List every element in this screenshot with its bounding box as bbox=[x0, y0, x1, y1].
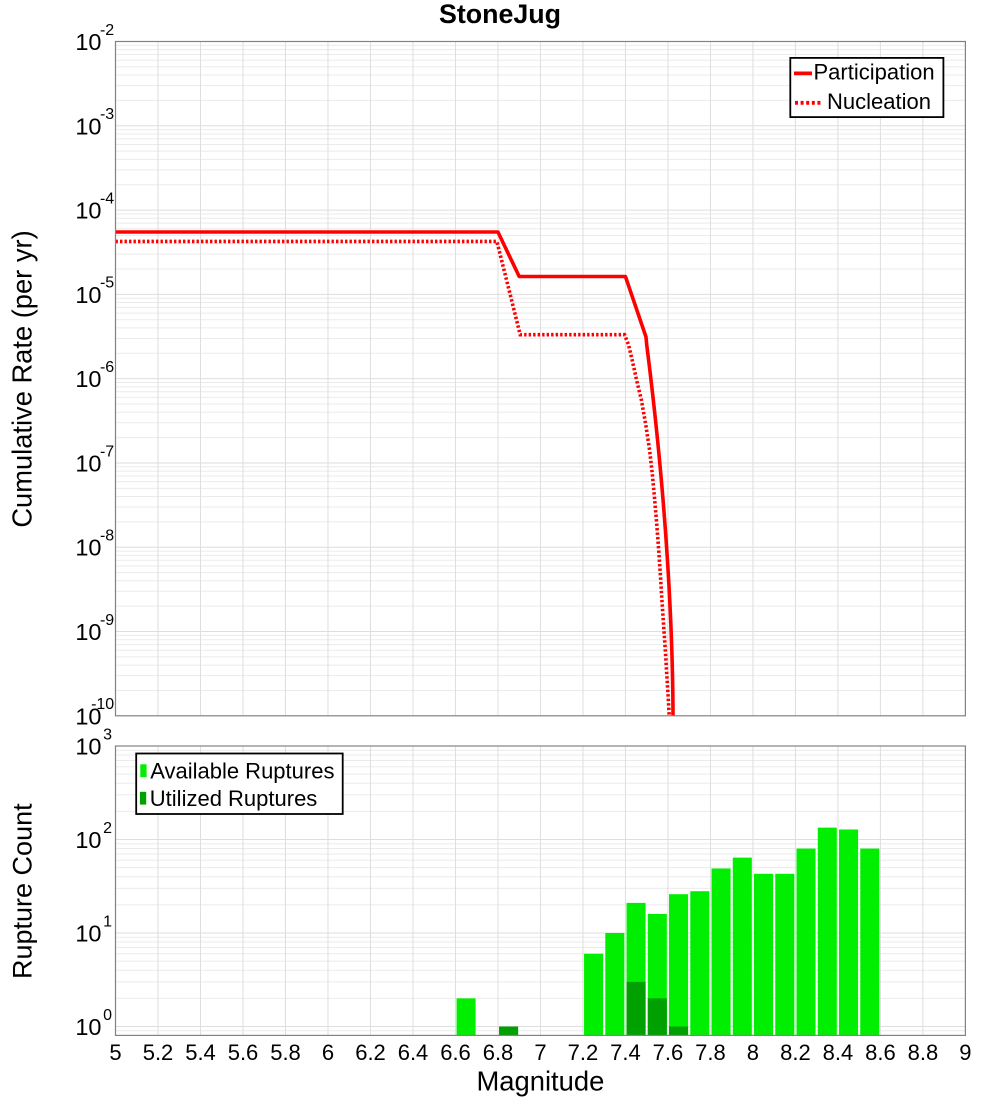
svg-text:0: 0 bbox=[103, 1007, 112, 1024]
svg-text:8: 8 bbox=[747, 1040, 759, 1065]
svg-text:-8: -8 bbox=[100, 528, 114, 545]
svg-text:9: 9 bbox=[959, 1040, 971, 1065]
svg-text:10: 10 bbox=[75, 734, 101, 760]
svg-text:-6: -6 bbox=[100, 359, 114, 376]
svg-text:5: 5 bbox=[109, 1040, 121, 1065]
svg-text:6.4: 6.4 bbox=[398, 1040, 429, 1065]
svg-text:-3: -3 bbox=[100, 106, 114, 123]
svg-text:5.8: 5.8 bbox=[270, 1040, 301, 1065]
svg-text:6.8: 6.8 bbox=[483, 1040, 514, 1065]
svg-text:StoneJug: StoneJug bbox=[439, 0, 561, 29]
svg-text:-7: -7 bbox=[100, 443, 114, 460]
svg-text:7: 7 bbox=[534, 1040, 546, 1065]
svg-text:3: 3 bbox=[103, 726, 112, 743]
svg-text:8.2: 8.2 bbox=[780, 1040, 811, 1065]
svg-text:-5: -5 bbox=[100, 275, 114, 292]
svg-text:10: 10 bbox=[75, 113, 101, 139]
svg-text:5.2: 5.2 bbox=[143, 1040, 174, 1065]
svg-text:2: 2 bbox=[103, 820, 112, 837]
svg-text:10: 10 bbox=[75, 29, 101, 55]
svg-text:7.8: 7.8 bbox=[695, 1040, 726, 1065]
svg-text:Rupture Count: Rupture Count bbox=[8, 803, 38, 979]
svg-text:6.2: 6.2 bbox=[355, 1040, 386, 1065]
svg-text:-9: -9 bbox=[100, 612, 114, 629]
svg-text:-4: -4 bbox=[100, 190, 114, 207]
svg-text:10: 10 bbox=[75, 535, 101, 561]
svg-text:Participation: Participation bbox=[814, 60, 935, 85]
svg-text:6.6: 6.6 bbox=[440, 1040, 471, 1065]
svg-text:Available Ruptures: Available Ruptures bbox=[150, 758, 334, 783]
svg-text:8.4: 8.4 bbox=[823, 1040, 854, 1065]
svg-text:10: 10 bbox=[75, 619, 101, 645]
svg-text:10: 10 bbox=[75, 1014, 101, 1040]
svg-text:10: 10 bbox=[75, 198, 101, 224]
svg-text:10: 10 bbox=[75, 921, 101, 947]
svg-text:7.4: 7.4 bbox=[610, 1040, 641, 1065]
svg-text:8.8: 8.8 bbox=[908, 1040, 939, 1065]
svg-text:Nucleation: Nucleation bbox=[827, 89, 931, 114]
svg-text:7.6: 7.6 bbox=[653, 1040, 684, 1065]
svg-text:8.6: 8.6 bbox=[865, 1040, 896, 1065]
svg-text:10: 10 bbox=[75, 827, 101, 853]
svg-text:Utilized Ruptures: Utilized Ruptures bbox=[150, 786, 318, 811]
svg-text:10: 10 bbox=[75, 282, 101, 308]
svg-text:6: 6 bbox=[322, 1040, 334, 1065]
svg-text:10: 10 bbox=[75, 366, 101, 392]
svg-text:10: 10 bbox=[75, 451, 101, 477]
svg-text:Cumulative Rate (per yr): Cumulative Rate (per yr) bbox=[7, 230, 38, 527]
svg-text:5.4: 5.4 bbox=[185, 1040, 216, 1065]
svg-text:-10: -10 bbox=[91, 696, 114, 713]
svg-text:10: 10 bbox=[75, 703, 101, 729]
svg-text:1: 1 bbox=[103, 913, 112, 930]
svg-text:-2: -2 bbox=[100, 22, 114, 39]
svg-text:7.2: 7.2 bbox=[568, 1040, 599, 1065]
svg-text:Magnitude: Magnitude bbox=[476, 1066, 604, 1097]
svg-text:5.6: 5.6 bbox=[228, 1040, 259, 1065]
